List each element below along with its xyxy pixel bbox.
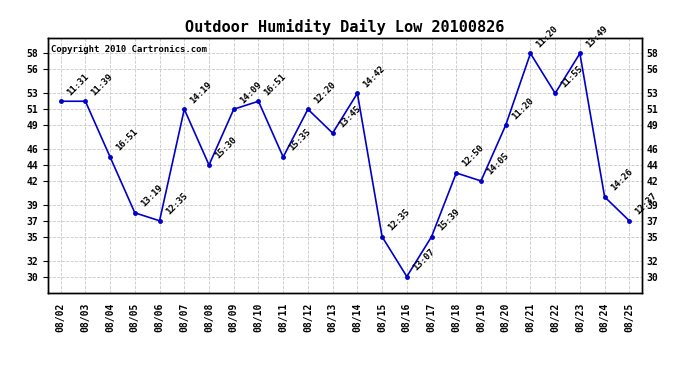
Text: 12:37: 12:37 xyxy=(633,191,659,217)
Text: 14:05: 14:05 xyxy=(485,152,511,177)
Text: 12:35: 12:35 xyxy=(386,207,412,232)
Text: 12:35: 12:35 xyxy=(164,191,189,217)
Text: 13:49: 13:49 xyxy=(584,24,609,49)
Text: 14:26: 14:26 xyxy=(609,167,634,193)
Text: 11:20: 11:20 xyxy=(535,24,560,49)
Text: 14:09: 14:09 xyxy=(238,80,264,105)
Text: 11:31: 11:31 xyxy=(65,72,90,97)
Text: 15:35: 15:35 xyxy=(287,128,313,153)
Text: 12:20: 12:20 xyxy=(312,80,337,105)
Title: Outdoor Humidity Daily Low 20100826: Outdoor Humidity Daily Low 20100826 xyxy=(186,19,504,35)
Text: 11:20: 11:20 xyxy=(510,96,535,121)
Text: 16:51: 16:51 xyxy=(263,72,288,97)
Text: 14:19: 14:19 xyxy=(188,80,214,105)
Text: 13:07: 13:07 xyxy=(411,247,436,272)
Text: 15:39: 15:39 xyxy=(435,207,461,232)
Text: 16:51: 16:51 xyxy=(115,128,139,153)
Text: 11:55: 11:55 xyxy=(560,64,584,89)
Text: 13:45: 13:45 xyxy=(337,104,362,129)
Text: 13:19: 13:19 xyxy=(139,183,164,209)
Text: 12:50: 12:50 xyxy=(460,143,486,169)
Text: 15:30: 15:30 xyxy=(213,135,239,161)
Text: Copyright 2010 Cartronics.com: Copyright 2010 Cartronics.com xyxy=(51,45,207,54)
Text: 11:39: 11:39 xyxy=(90,72,115,97)
Text: 14:42: 14:42 xyxy=(362,64,387,89)
